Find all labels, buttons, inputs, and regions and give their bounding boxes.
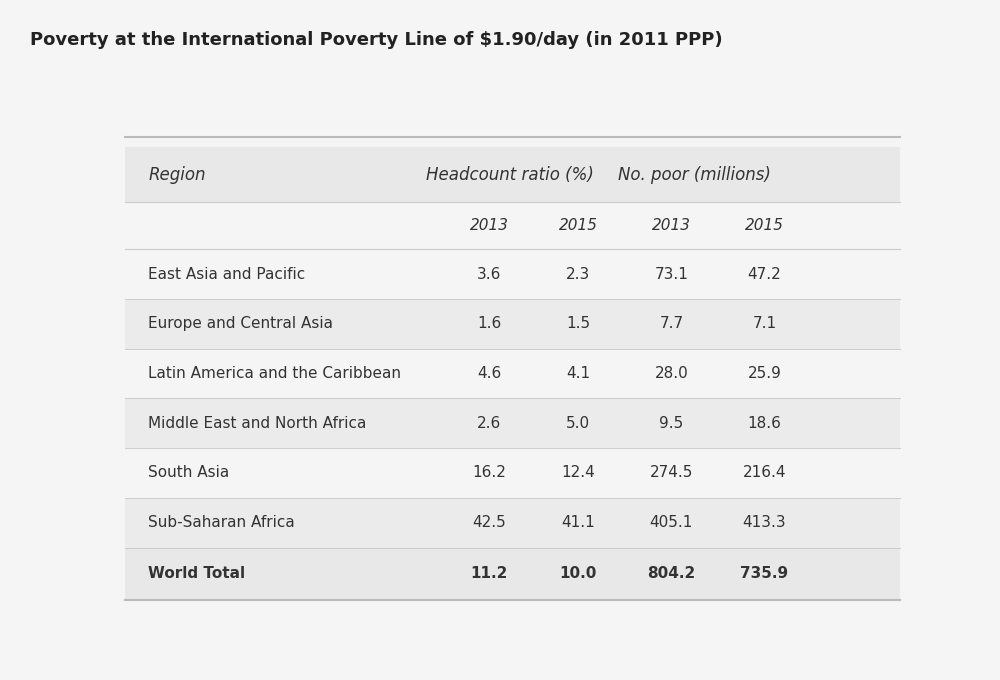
Text: 2.3: 2.3 — [566, 267, 590, 282]
Text: 1.5: 1.5 — [566, 316, 590, 331]
FancyBboxPatch shape — [125, 448, 900, 498]
Text: East Asia and Pacific: East Asia and Pacific — [148, 267, 306, 282]
Text: 5.0: 5.0 — [566, 415, 590, 430]
Text: 41.1: 41.1 — [562, 515, 595, 530]
Text: 735.9: 735.9 — [740, 566, 788, 581]
Text: 2015: 2015 — [559, 218, 598, 233]
FancyBboxPatch shape — [125, 202, 900, 249]
Text: 9.5: 9.5 — [659, 415, 684, 430]
Text: World Total: World Total — [148, 566, 245, 581]
FancyBboxPatch shape — [125, 147, 900, 202]
Text: 73.1: 73.1 — [654, 267, 688, 282]
FancyBboxPatch shape — [125, 398, 900, 448]
Text: 216.4: 216.4 — [743, 466, 786, 481]
Text: 4.1: 4.1 — [566, 366, 590, 381]
FancyBboxPatch shape — [125, 349, 900, 398]
Text: 25.9: 25.9 — [747, 366, 781, 381]
Text: 28.0: 28.0 — [654, 366, 688, 381]
Text: 10.0: 10.0 — [560, 566, 597, 581]
Text: 2013: 2013 — [470, 218, 509, 233]
Text: No. poor (millions): No. poor (millions) — [618, 165, 771, 184]
FancyBboxPatch shape — [125, 249, 900, 299]
Text: South Asia: South Asia — [148, 466, 230, 481]
FancyBboxPatch shape — [125, 547, 900, 600]
Text: 1.6: 1.6 — [477, 316, 501, 331]
Text: 2015: 2015 — [745, 218, 784, 233]
Text: Headcount ratio (%): Headcount ratio (%) — [426, 165, 594, 184]
Text: Europe and Central Asia: Europe and Central Asia — [148, 316, 333, 331]
Text: 3.6: 3.6 — [477, 267, 501, 282]
Text: 4.6: 4.6 — [477, 366, 501, 381]
Text: 12.4: 12.4 — [562, 466, 595, 481]
Text: Middle East and North Africa: Middle East and North Africa — [148, 415, 367, 430]
Text: Region: Region — [148, 165, 206, 184]
Text: 16.2: 16.2 — [472, 466, 506, 481]
Text: 413.3: 413.3 — [743, 515, 786, 530]
Text: Latin America and the Caribbean: Latin America and the Caribbean — [148, 366, 401, 381]
Text: 2013: 2013 — [652, 218, 691, 233]
Text: Poverty at the International Poverty Line of $1.90/day (in 2011 PPP): Poverty at the International Poverty Lin… — [30, 31, 723, 48]
Text: 47.2: 47.2 — [748, 267, 781, 282]
Text: 274.5: 274.5 — [650, 466, 693, 481]
Text: 42.5: 42.5 — [472, 515, 506, 530]
Text: 11.2: 11.2 — [471, 566, 508, 581]
FancyBboxPatch shape — [125, 498, 900, 547]
Text: 7.7: 7.7 — [659, 316, 683, 331]
Text: 7.1: 7.1 — [752, 316, 776, 331]
Text: 804.2: 804.2 — [647, 566, 696, 581]
Text: 2.6: 2.6 — [477, 415, 501, 430]
FancyBboxPatch shape — [125, 299, 900, 349]
Text: Sub-Saharan Africa: Sub-Saharan Africa — [148, 515, 295, 530]
Text: 405.1: 405.1 — [650, 515, 693, 530]
Text: 18.6: 18.6 — [747, 415, 781, 430]
